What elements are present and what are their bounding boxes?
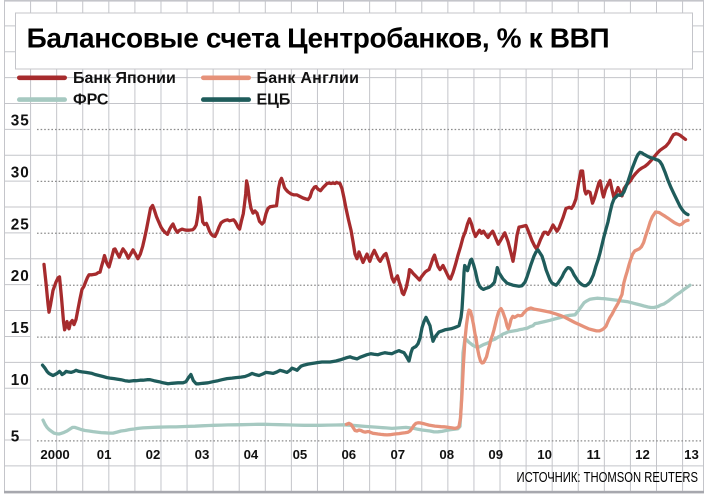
svg-text:09: 09 (488, 447, 503, 462)
svg-text:05: 05 (293, 447, 308, 462)
svg-text:06: 06 (341, 447, 356, 462)
svg-text:03: 03 (195, 447, 210, 462)
svg-text:07: 07 (390, 447, 405, 462)
svg-text:02: 02 (146, 447, 161, 462)
svg-text:ИСТОЧНИК: THOMSON REUTERS: ИСТОЧНИК: THOMSON REUTERS (517, 470, 699, 486)
svg-text:30: 30 (11, 164, 30, 181)
svg-text:15: 15 (11, 320, 30, 337)
svg-text:Банк Японии: Банк Японии (73, 70, 176, 87)
svg-text:ЕЦБ: ЕЦБ (257, 91, 291, 108)
svg-text:35: 35 (11, 113, 30, 130)
svg-text:Балансовые счета Центробанков,: Балансовые счета Центробанков, % к ВВП (27, 22, 610, 53)
svg-text:ФРС: ФРС (73, 91, 109, 108)
svg-text:10: 10 (537, 447, 552, 462)
svg-text:12: 12 (635, 447, 650, 462)
svg-text:04: 04 (244, 447, 259, 462)
svg-text:08: 08 (439, 447, 454, 462)
svg-text:25: 25 (11, 216, 30, 233)
svg-text:10: 10 (11, 372, 30, 389)
svg-text:5: 5 (11, 428, 20, 445)
svg-text:01: 01 (97, 447, 112, 462)
svg-text:13: 13 (684, 447, 699, 462)
svg-text:20: 20 (11, 268, 30, 285)
svg-text:11: 11 (587, 447, 601, 462)
svg-text:Банк Англии: Банк Англии (257, 70, 360, 87)
svg-text:2000: 2000 (40, 447, 69, 462)
